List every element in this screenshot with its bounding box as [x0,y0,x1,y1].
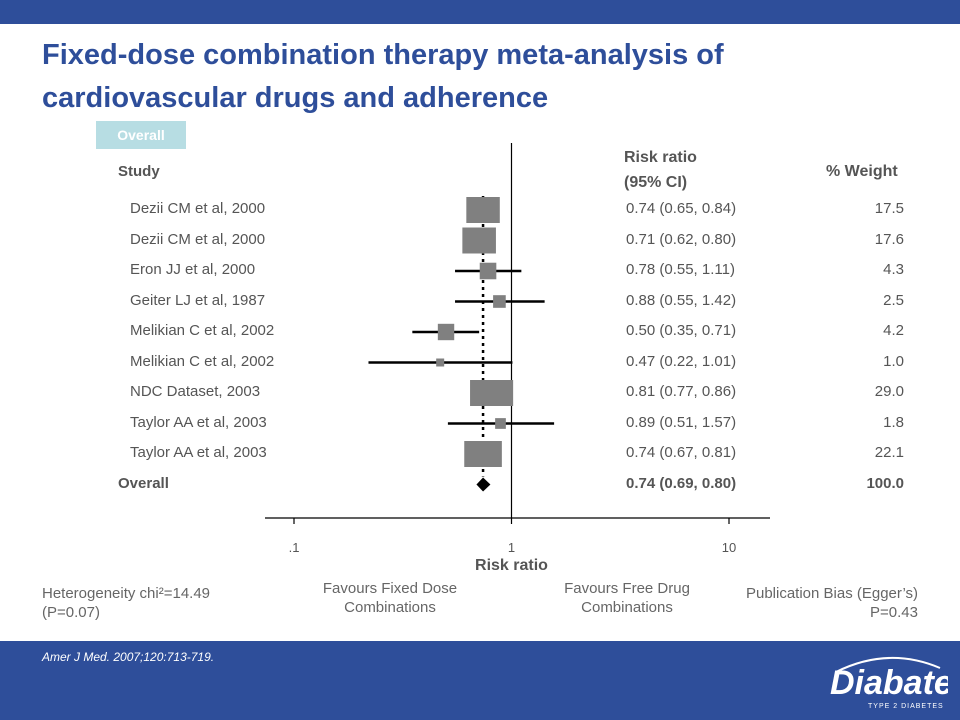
svg-text:Diabate: Diabate [830,664,948,702]
overall-weight-text: 100.0 [866,474,904,492]
ci-text: 0.74 (0.65, 0.84) [626,200,737,217]
study-label: Eron JJ et al, 2000 [130,261,256,278]
ci-text: 0.50 (0.35, 0.71) [626,322,737,339]
heterogeneity-line1: Heterogeneity chi²=14.49 [42,585,211,602]
ci-text: 0.74 (0.67, 0.81) [626,444,737,461]
weight-box [464,441,502,467]
forest-plot: .1 1 10 Risk ratio [265,143,770,574]
overall-label: Overall [118,474,169,492]
favours-right-line1: Favours Free Drug [564,580,690,597]
study-column-header: Study [118,163,160,180]
publication-bias-line1: Publication Bias (Egger’s) [745,585,918,602]
citation: Amer J Med. 2007;120:713-719. [42,650,215,664]
weight-box [437,323,455,341]
weight-text: 17.5 [874,200,904,217]
weight-text: 22.1 [874,444,904,461]
weight-text: 29.0 [874,383,904,400]
x-axis-label: Risk ratio [475,557,548,574]
bottom-bar [0,641,960,720]
ci-text: 0.89 (0.51, 1.57) [626,413,737,431]
weight-box [466,197,500,223]
favours-left-line2: Combinations [344,599,436,616]
study-label: Melikian C et al, 2002 [130,322,275,339]
weight-box [495,418,506,429]
top-bar [0,0,960,24]
weight-text: 17.6 [874,230,904,248]
x-tick-label: .1 [289,540,300,555]
weight-box [462,227,496,254]
svg-text:TYPE 2 DIABETES: TYPE 2 DIABETES [868,703,944,710]
x-tick-label: 10 [722,540,736,555]
ci-text: 0.47 (0.22, 1.01) [626,352,737,370]
x-tick-label: 1 [508,540,515,555]
page-title: Fixed-dose combination therapy meta-anal… [42,39,724,114]
weight-box [470,380,514,406]
weight-text: 1.8 [883,413,904,431]
risk-ratio-header: Risk ratio [624,149,697,166]
ci-text: 0.78 (0.55, 1.11) [626,261,735,278]
study-label: NDC Dataset, 2003 [130,383,261,400]
weight-column-header: % Weight [826,163,898,180]
overall-badge: Overall [96,121,186,149]
study-label: Geiter LJ et al, 1987 [130,291,266,309]
ci-header: (95% CI) [624,174,688,191]
overall-diamond [476,477,491,492]
study-label: Taylor AA et al, 2003 [130,444,267,461]
weight-text: 4.3 [883,261,904,278]
weight-text: 2.5 [883,291,904,309]
favours-right-line2: Combinations [581,599,673,616]
weight-text: 4.2 [883,322,904,339]
ci-text: 0.88 (0.55, 1.42) [626,291,737,309]
publication-bias-line2: P=0.43 [870,604,918,621]
study-label: Melikian C et al, 2002 [130,352,275,370]
study-label: Dezii CM et al, 2000 [130,200,266,217]
favours-left-line1: Favours Fixed Dose [322,580,458,597]
study-label: Dezii CM et al, 2000 [130,230,266,248]
diabate-logo: Diabate TYPE 2 DIABETES [830,656,948,710]
weight-box [436,358,445,367]
ci-text: 0.71 (0.62, 0.80) [626,230,737,248]
weight-box [493,295,506,308]
study-label: Taylor AA et al, 2003 [130,413,267,431]
heterogeneity-line2: (P=0.07) [42,604,100,621]
overall-ci-text: 0.74 (0.69, 0.80) [626,474,737,492]
ci-text: 0.81 (0.77, 0.86) [626,383,737,400]
weight-box [479,262,497,280]
weight-text: 1.0 [883,352,904,370]
